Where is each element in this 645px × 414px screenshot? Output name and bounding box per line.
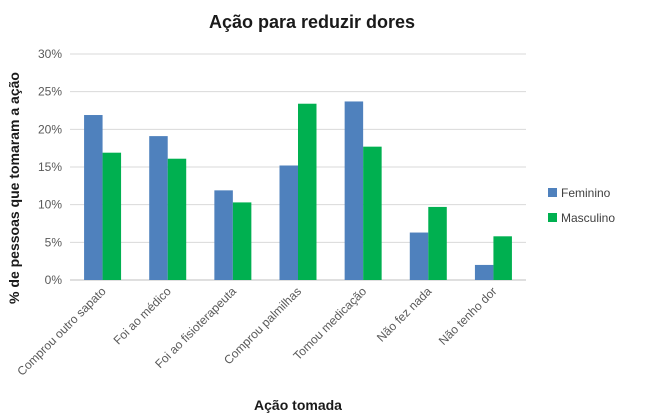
y-axis-ticks: 0% 5% 10% 15% 20% 25% 30% <box>38 47 62 287</box>
x-tick-label: Foi ao médico <box>111 284 174 347</box>
bar-feminino-6 <box>474 264 494 280</box>
legend-label: Masculino <box>561 211 615 225</box>
y-tick-label: 15% <box>38 160 62 174</box>
y-tick-label: 25% <box>38 85 62 99</box>
bar-masculino-2 <box>232 202 252 280</box>
bar-feminino-5 <box>409 232 429 280</box>
bar-masculino-0 <box>102 152 122 280</box>
bar-feminino-2 <box>214 190 233 280</box>
legend-swatch <box>548 188 557 197</box>
y-tick-label: 30% <box>38 47 62 61</box>
y-tick-label: 10% <box>38 198 62 212</box>
legend-swatch <box>548 213 557 222</box>
y-axis-title: % de pessoas que tomaram a ação <box>6 72 22 304</box>
bar-masculino-4 <box>363 146 382 280</box>
bar-feminino-4 <box>344 101 364 281</box>
bars <box>84 101 512 281</box>
bar-masculino-5 <box>428 206 447 280</box>
bar-masculino-3 <box>298 103 317 280</box>
bar-feminino-0 <box>84 115 103 281</box>
bar-feminino-3 <box>279 165 298 280</box>
x-tick-label: Comprou outro sapato <box>14 284 109 379</box>
y-tick-label: 5% <box>45 235 63 249</box>
y-tick-label: 0% <box>45 273 63 287</box>
bar-feminino-1 <box>149 136 168 280</box>
bar-masculino-1 <box>167 158 187 280</box>
x-tick-label: Não tenho dor <box>436 284 500 348</box>
bar-masculino-6 <box>493 236 512 280</box>
x-tick-label: Não fez nada <box>374 284 435 345</box>
legend-label: Feminino <box>561 186 611 200</box>
y-tick-label: 20% <box>38 122 62 136</box>
legend: Feminino Masculino <box>548 186 615 225</box>
chart-title: Ação para reduzir dores <box>209 12 415 32</box>
x-axis-title: Ação tomada <box>254 397 342 413</box>
